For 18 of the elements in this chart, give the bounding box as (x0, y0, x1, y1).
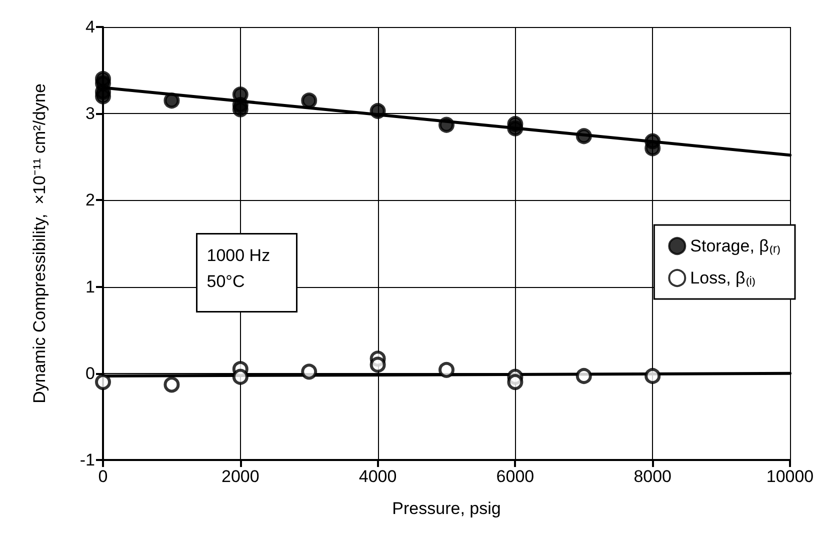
annotation: 50°C (206, 272, 245, 291)
y-tick-label: 3 (86, 104, 95, 124)
y-tick-label: 0 (86, 364, 95, 383)
legend-label: Storage, β₍ᵣ₎ (690, 236, 781, 256)
y-axis-title: Dynamic Compressibility, ×10⁻¹¹ cm²/dyne (30, 84, 49, 404)
annotation: 1000 Hz (206, 246, 270, 265)
x-axis-title: Pressure, psig (392, 499, 501, 518)
x-tick-label: 0 (98, 467, 108, 486)
x-tick-label: 8000 (634, 467, 672, 486)
legend-label: Loss, β₍ᵢ₎ (690, 268, 756, 288)
y-tick-label: 4 (86, 18, 95, 36)
x-tick-label: 6000 (496, 467, 534, 486)
y-tick-label: 2 (86, 190, 95, 210)
x-tick-label: 10000 (766, 467, 814, 486)
x-tick-label: 2000 (221, 467, 260, 486)
y-tick-label: -1 (80, 450, 95, 470)
x-tick-label: 4000 (358, 467, 397, 486)
y-tick-label: 1 (86, 277, 95, 296)
